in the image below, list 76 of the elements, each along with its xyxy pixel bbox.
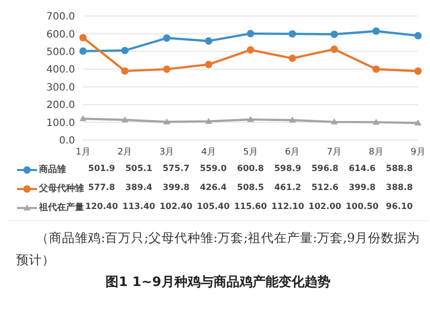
data-label: 501.9	[87, 164, 116, 174]
point	[288, 30, 296, 38]
data-label: 505.1	[124, 164, 154, 174]
x-tick-label: 2月	[118, 147, 132, 158]
y-tick-label: 0.0	[59, 136, 75, 147]
y-tick-label: 100.0	[46, 118, 75, 129]
y-tick-label: 700.0	[46, 12, 75, 23]
point	[246, 30, 254, 38]
point	[80, 115, 86, 122]
point	[372, 27, 380, 35]
x-tick-label: 1月	[76, 147, 90, 158]
y-tick-label: 500.0	[46, 46, 75, 58]
data-label: 399.8	[162, 183, 190, 193]
text: （商品雏鸡:百万只;父母代种雏:万套;祖代在产量:万套,9月份数据为预计）	[15, 229, 421, 269]
point	[204, 37, 212, 45]
data-label: 102.00	[308, 202, 342, 212]
point	[247, 116, 254, 122]
point	[121, 67, 129, 75]
x-tick-label: 5月	[243, 147, 258, 158]
data-label: 426.4	[198, 183, 228, 193]
point	[372, 118, 380, 125]
data-label: 399.8	[348, 183, 377, 193]
point	[79, 34, 87, 42]
x-tick-label: 9月	[410, 147, 426, 158]
point	[288, 116, 296, 123]
data-label: 577.8	[87, 183, 116, 193]
x-tick-label: 4月	[201, 147, 216, 158]
data-label: 596.8	[310, 164, 340, 174]
data-label: 512.6	[310, 183, 340, 193]
data-label: 113.40	[121, 202, 156, 212]
data-label: 112.10	[270, 202, 306, 212]
x-tick-label: 8月	[368, 147, 384, 158]
point	[205, 118, 212, 124]
data-label: 102.40	[158, 202, 194, 212]
point	[79, 47, 87, 55]
legend-label: 祖代在产量	[39, 201, 84, 214]
point	[246, 46, 254, 54]
data-label: 508.5	[236, 183, 265, 193]
point	[372, 65, 380, 73]
legend-label: 商品雏	[39, 163, 66, 176]
data-label: 598.9	[273, 164, 302, 174]
point	[121, 116, 128, 122]
y-tick-label: 200.0	[46, 100, 75, 112]
legend-label: 父母代种雏	[39, 182, 84, 195]
point	[414, 119, 422, 126]
point	[288, 54, 296, 62]
data-label: 461.2	[273, 183, 302, 193]
x-tick-label: 6月	[285, 147, 300, 158]
data-label: 588.8	[384, 164, 414, 174]
data-label: 96.10	[384, 202, 414, 212]
point	[414, 67, 422, 75]
x-tick-label: 3月	[159, 147, 174, 158]
point	[163, 65, 170, 73]
y-tick-label: 300.0	[46, 82, 75, 94]
point	[330, 45, 338, 53]
point	[330, 118, 338, 124]
point	[414, 32, 422, 40]
y-tick-label: 400.0	[46, 64, 75, 76]
y-tick-label: 600.0	[46, 29, 75, 40]
point	[330, 30, 338, 38]
data-label: 388.8	[384, 183, 414, 193]
data-label: 575.7	[162, 164, 190, 174]
data-label: 115.60	[233, 202, 268, 212]
data-label: 105.40	[196, 202, 231, 212]
data-label: 100.50	[344, 202, 380, 212]
data-label: 600.8	[236, 164, 265, 174]
point	[121, 46, 129, 54]
point	[163, 34, 170, 42]
x-tick-label: 7月	[326, 147, 342, 158]
data-label: 120.40	[84, 202, 120, 212]
point	[204, 60, 212, 68]
text: 图1 1~9月种鸡与商品鸡产能变化趋势	[104, 274, 332, 291]
data-label: 614.6	[348, 164, 377, 174]
data-label: 559.0	[198, 164, 228, 174]
data-label: 389.4	[124, 183, 154, 193]
point	[163, 118, 170, 124]
